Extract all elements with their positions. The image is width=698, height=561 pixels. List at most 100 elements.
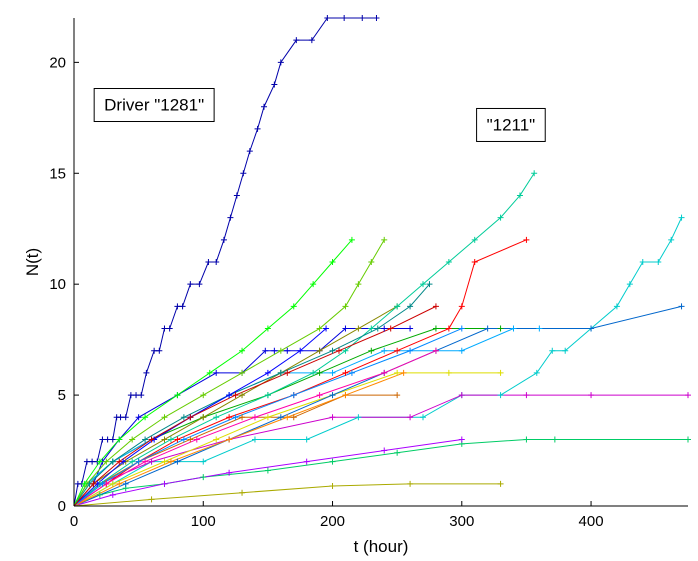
data-point — [161, 436, 168, 443]
ticks-layer: 0 100 200 300 400 0 5 10 15 20 — [49, 54, 603, 530]
x-tick-label: 100 — [191, 513, 216, 530]
data-point — [329, 483, 336, 490]
data-point — [359, 15, 366, 21]
data-point — [151, 347, 158, 354]
data-point — [458, 325, 465, 332]
data-point — [655, 259, 662, 265]
data-point — [420, 281, 427, 288]
data-point — [239, 392, 246, 399]
data-point — [668, 236, 675, 243]
data-point — [458, 392, 465, 399]
data-point — [303, 458, 310, 465]
data-point — [551, 436, 558, 443]
data-point — [129, 436, 136, 443]
data-point — [355, 325, 362, 332]
data-point — [323, 325, 330, 332]
data-point — [290, 414, 297, 421]
data-point — [368, 325, 375, 332]
data-point — [232, 392, 239, 399]
data-point — [374, 325, 381, 332]
data-point — [497, 369, 504, 376]
data-point — [200, 414, 207, 421]
data-point — [148, 458, 155, 465]
data-point — [678, 303, 685, 310]
data-point — [271, 81, 278, 88]
data-point — [497, 480, 504, 487]
data-point — [174, 458, 181, 465]
data-point — [497, 214, 504, 221]
data-point — [116, 480, 123, 487]
data-point — [458, 303, 465, 310]
data-point — [310, 369, 317, 376]
data-point — [109, 491, 116, 498]
x-tick-label: 400 — [579, 513, 604, 530]
data-point — [284, 369, 291, 376]
data-point — [161, 458, 168, 465]
data-point — [381, 236, 388, 243]
data-point — [127, 392, 134, 399]
data-point — [135, 414, 142, 421]
data-point — [394, 347, 401, 354]
data-point — [148, 496, 155, 503]
data-point — [180, 414, 187, 421]
x-tick-label: 300 — [449, 513, 474, 530]
data-point — [116, 436, 123, 443]
y-tick-label: 15 — [49, 165, 66, 182]
data-point — [200, 474, 207, 481]
y-axis-label: N(t) — [23, 248, 42, 276]
data-point — [240, 170, 247, 177]
data-point — [135, 458, 142, 465]
y-tick-label: 5 — [58, 387, 66, 404]
data-point — [342, 369, 349, 376]
data-point — [432, 347, 439, 354]
data-point — [523, 436, 530, 443]
data-point — [445, 369, 452, 376]
data-point — [335, 347, 342, 354]
series-line — [73, 305, 437, 507]
data-point — [329, 392, 336, 399]
data-point — [588, 392, 595, 399]
data-point — [297, 347, 304, 354]
data-point — [143, 369, 150, 376]
data-point — [308, 37, 315, 44]
data-point — [239, 489, 246, 496]
data-point — [200, 392, 207, 399]
data-point — [277, 369, 284, 376]
data-point — [180, 436, 187, 443]
data-point — [284, 347, 291, 354]
data-point — [407, 414, 414, 421]
series-line — [73, 350, 437, 507]
annotation-box: Driver "1281" — [93, 88, 215, 123]
annotation-frame — [93, 88, 215, 123]
data-point — [341, 15, 348, 21]
data-point — [588, 325, 595, 332]
series-line — [73, 483, 501, 507]
annotation-text: Driver "1281" — [104, 96, 204, 115]
data-point — [497, 392, 504, 399]
data-point — [497, 325, 504, 332]
data-point — [394, 392, 401, 399]
data-point — [329, 347, 336, 354]
data-point — [329, 458, 336, 465]
data-point — [227, 214, 234, 221]
data-point — [407, 303, 414, 310]
data-point — [109, 480, 116, 487]
data-point — [193, 436, 200, 443]
data-point — [122, 414, 129, 421]
data-point — [432, 303, 439, 310]
data-point — [284, 414, 291, 421]
data-point — [251, 414, 258, 421]
data-point — [355, 414, 362, 421]
data-point — [264, 392, 271, 399]
data-point — [685, 436, 691, 443]
data-point — [407, 480, 414, 487]
data-point — [226, 469, 233, 476]
data-point — [161, 325, 168, 332]
data-point — [264, 414, 271, 421]
data-point — [264, 325, 271, 332]
data-point — [277, 414, 284, 421]
data-point — [523, 236, 530, 243]
data-point — [103, 458, 110, 465]
data-point — [329, 414, 336, 421]
